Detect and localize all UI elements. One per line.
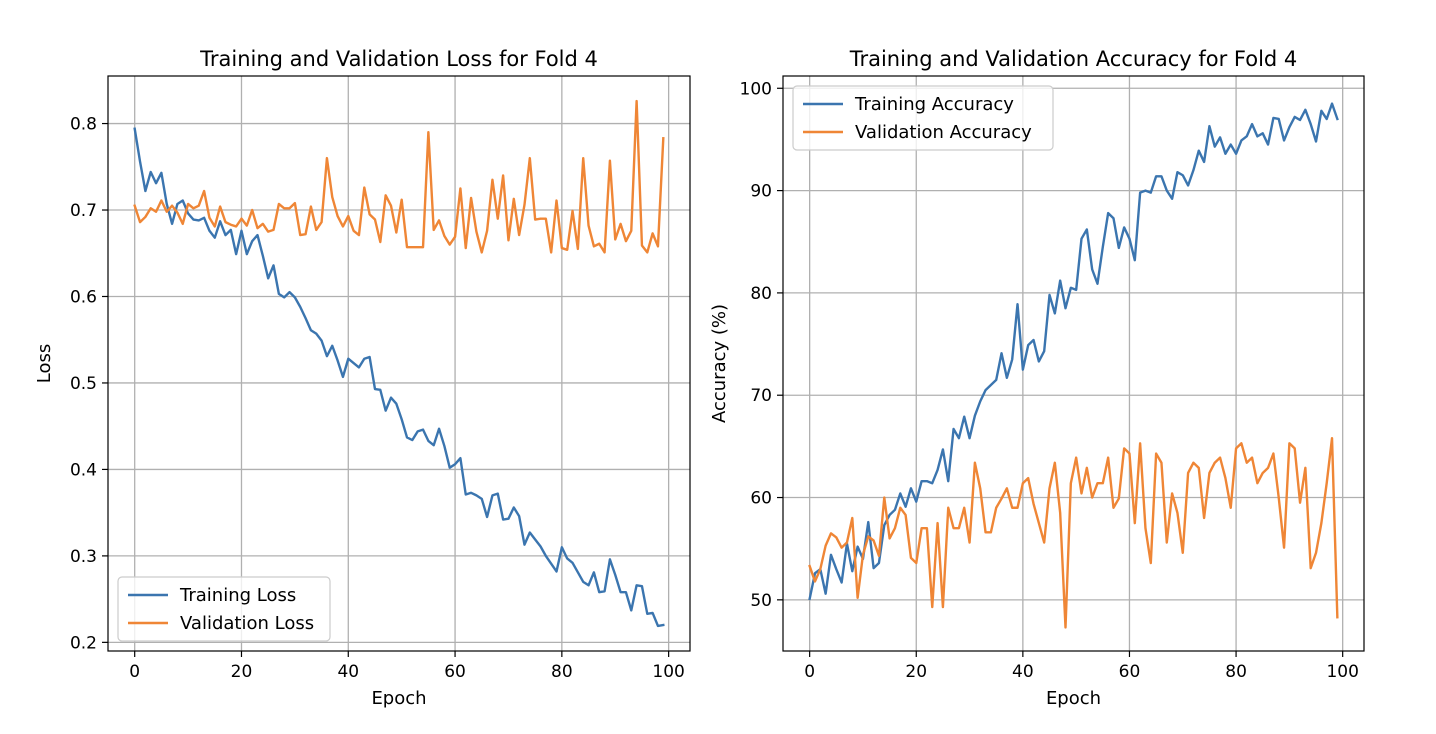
y-tick-label: 0.4 [70,460,97,480]
y-axis-label: Accuracy (%) [709,304,730,423]
axes-frame [107,75,691,652]
x-tick-label: 40 [337,662,359,682]
axes-frame [782,75,1365,652]
series-line-validation [133,99,665,254]
chart-panel-1: 0 20 40 60 80 100 0.2 0.3 0.4 0.5 0.6 0.7 0.8 Trainin… [34,47,691,709]
chart-title: Training and Validation Accuracy for Fol… [849,47,1298,71]
x-tick-label: 20 [231,662,253,682]
legend-box [117,576,331,642]
x-axis-label: Epoch [1046,688,1101,709]
series-line-training [133,127,665,628]
x-tick-label: 80 [1225,662,1247,682]
y-tick-label: 80 [750,284,772,304]
y-tick-label: 70 [750,386,772,406]
y-tick-label: 100 [740,79,772,99]
x-tick-label: 60 [444,662,466,682]
y-tick-label: 90 [750,182,772,202]
x-tick-label: 0 [804,662,815,682]
legend-label: Training Loss [179,585,296,606]
y-tick-label: 0.7 [70,201,97,221]
x-tick-label: 20 [905,662,927,682]
series-line-validation [808,436,1339,629]
x-tick-label: 60 [1119,662,1141,682]
legend-label: Training Accuracy [854,94,1014,115]
y-tick-label: 50 [750,591,772,611]
legend-box [792,85,1054,151]
y-axis-label: Loss [34,344,55,383]
x-tick-label: 100 [1326,662,1358,682]
y-tick-label: 0.5 [70,374,97,394]
legend: Training Accuracy Validation Accuracy [792,85,1054,151]
legend-label: Validation Accuracy [855,122,1032,143]
x-tick-label: 0 [129,662,140,682]
legend-label: Validation Loss [180,613,314,634]
y-tick-label: 0.8 [70,115,97,135]
x-tick-label: 80 [551,662,573,682]
y-tick-label: 60 [750,489,772,509]
chart-title: Training and Validation Loss for Fold 4 [199,47,598,71]
x-axis-label: Epoch [371,688,426,709]
x-tick-label: 100 [652,662,684,682]
series-line-training [808,102,1339,601]
y-tick-label: 0.2 [70,633,97,653]
y-tick-label: 0.3 [70,547,97,567]
chart-panel-2: 0 20 40 60 80 100 50 60 70 80 90 100 Training and Va… [709,47,1365,709]
legend: Training Loss Validation Loss [117,576,331,642]
y-tick-label: 0.6 [70,287,97,307]
x-tick-label: 40 [1012,662,1034,682]
